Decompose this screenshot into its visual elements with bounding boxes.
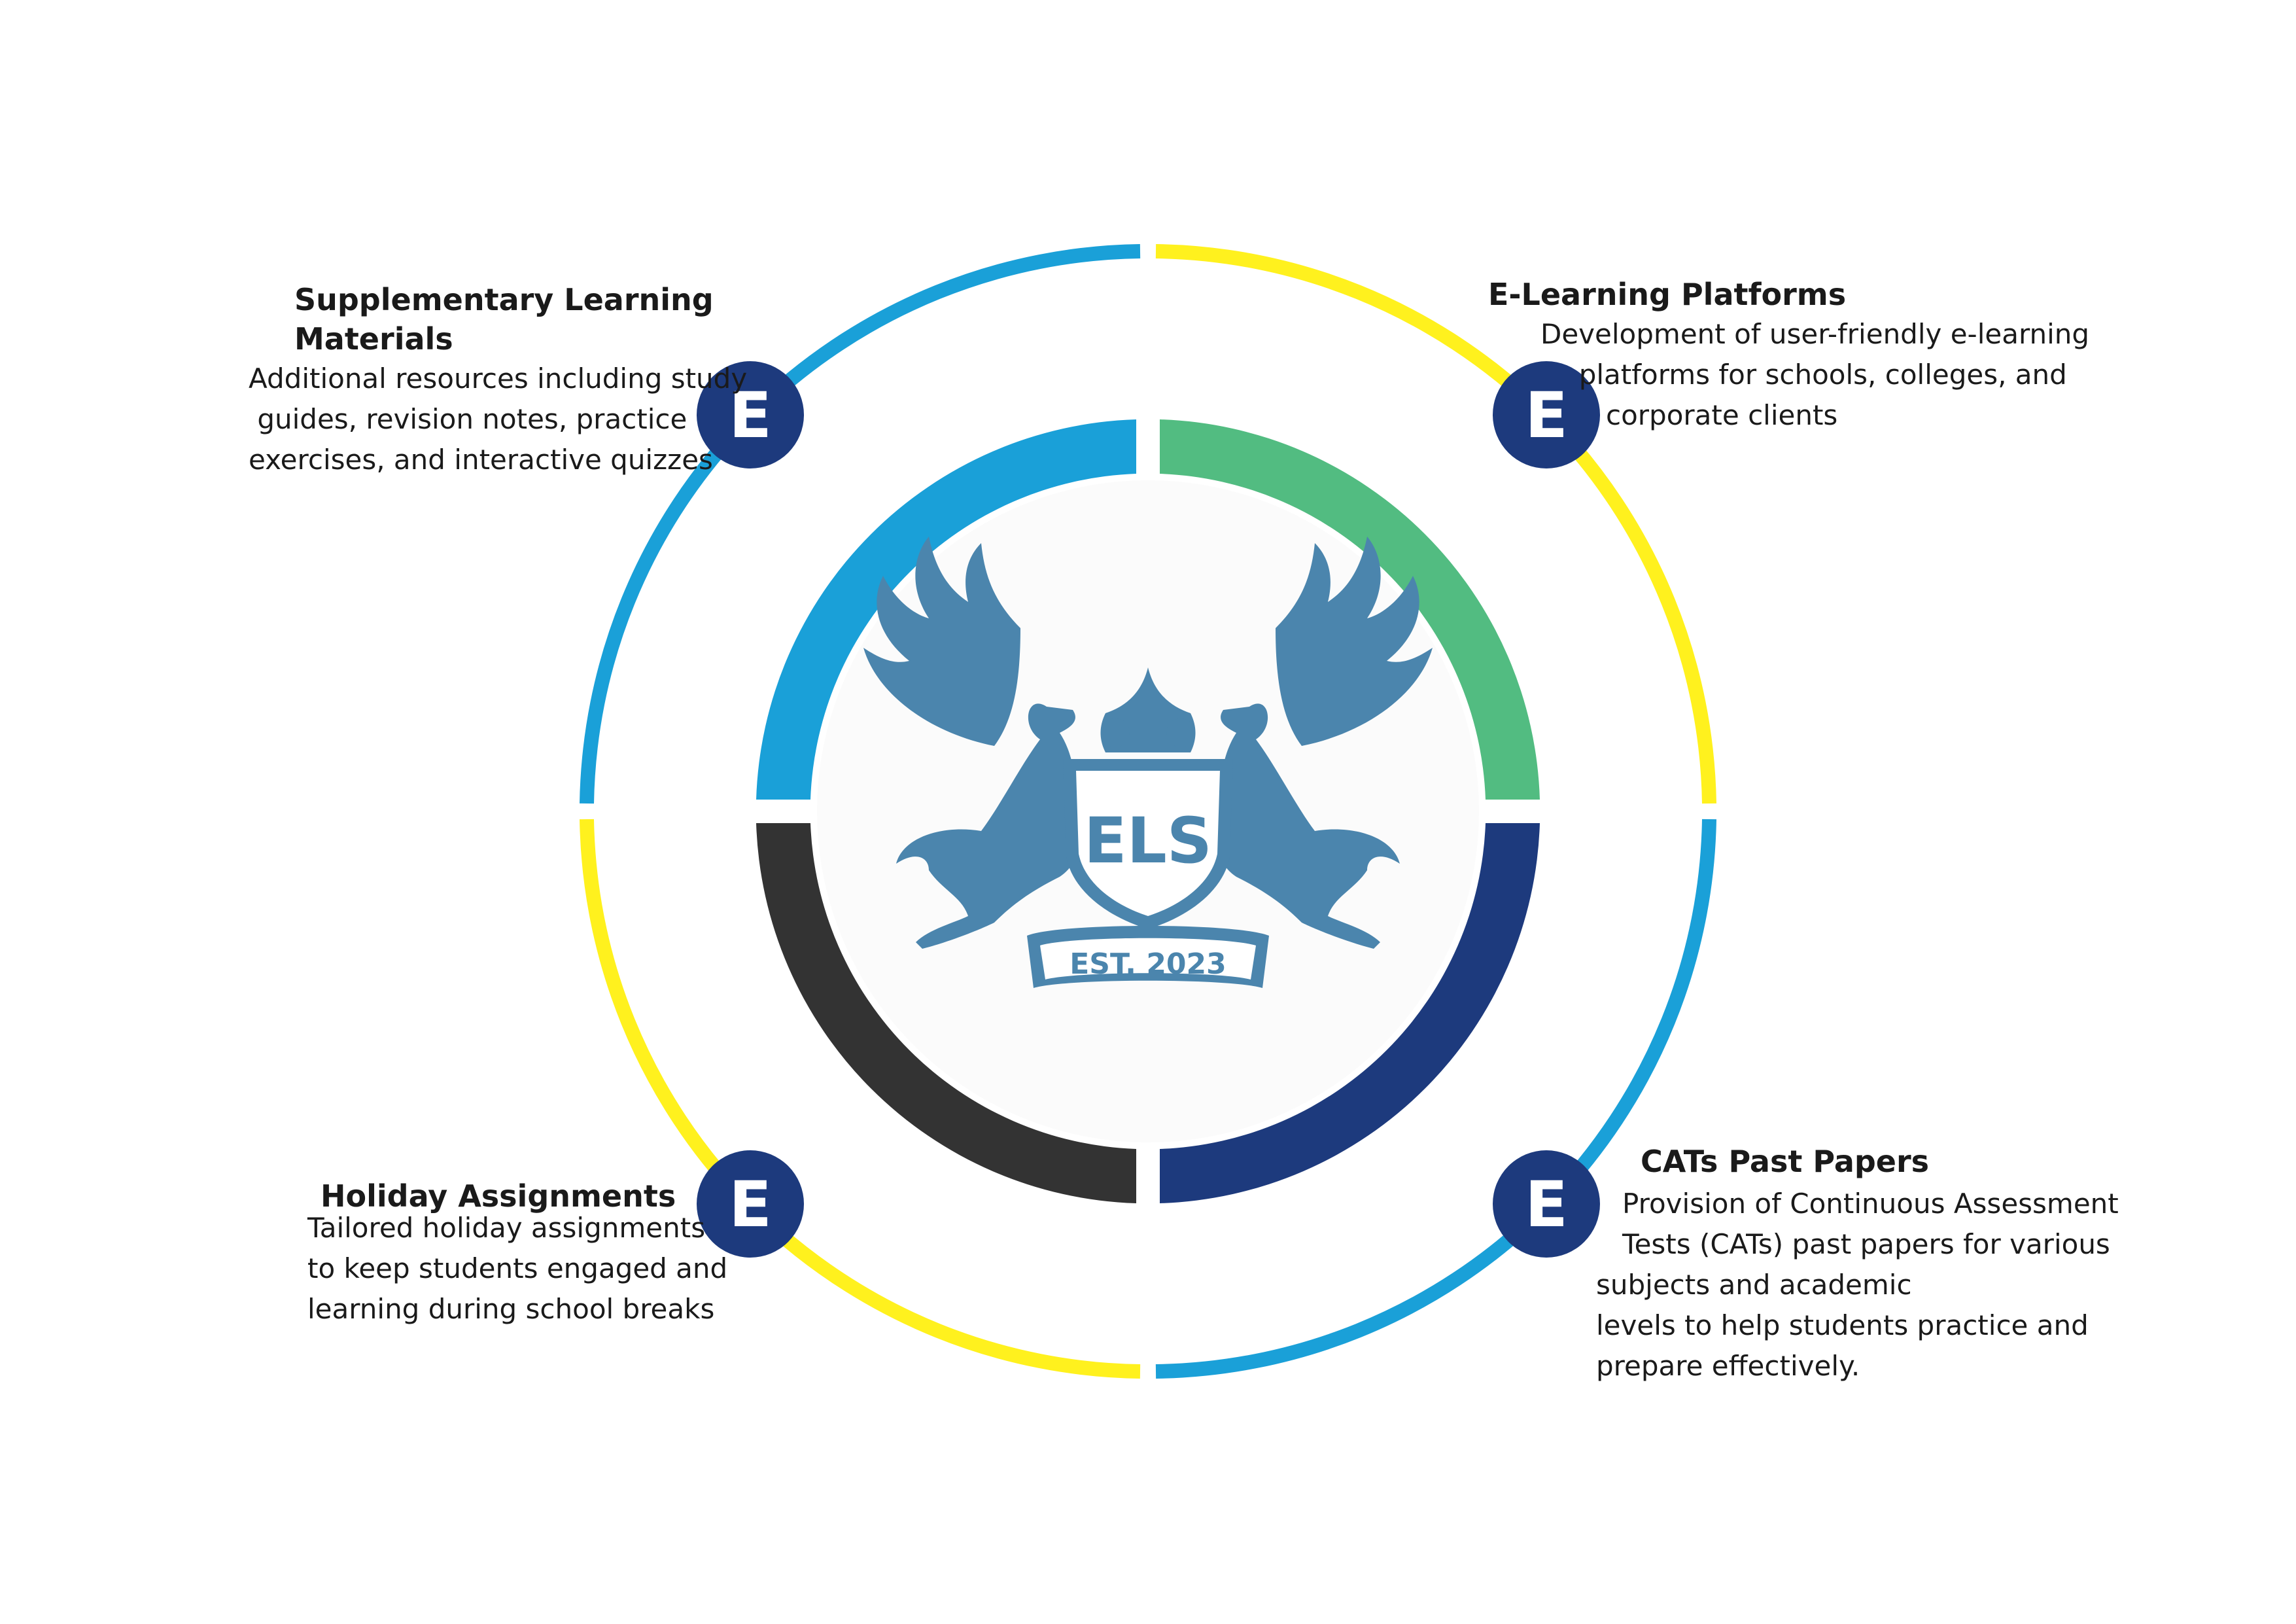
shield-inner xyxy=(1076,771,1220,916)
badge-elearning: E xyxy=(1493,361,1600,468)
section-line: Tailored holiday assignments xyxy=(307,1212,706,1244)
section-line: platforms for schools, colleges, and xyxy=(1561,359,2067,391)
section-title: Supplementary Learning Materials xyxy=(294,282,714,357)
badge-circle xyxy=(697,1150,804,1258)
section-line: guides, revision notes, practice xyxy=(249,403,687,435)
right-wing-shape xyxy=(1276,537,1433,746)
badge-cats: E xyxy=(1493,1150,1600,1258)
section-line: Additional resources including study xyxy=(249,362,748,395)
badge-circle xyxy=(1493,361,1600,468)
inner-ring-bottom-right-segment xyxy=(1160,823,1540,1203)
section-line: exercises, and interactive quizzes xyxy=(249,444,713,476)
section-line: Tests (CATs) past papers for various xyxy=(1596,1228,2110,1260)
E-letter-icon: E xyxy=(729,379,772,452)
badge-holiday: E xyxy=(697,1150,804,1258)
crest-logo: ELS EST. 2023 xyxy=(863,537,1433,988)
section-line: subjects and academic xyxy=(1596,1269,1912,1301)
crest-monogram: ELS xyxy=(1084,804,1212,877)
section-title: E-Learning Platforms xyxy=(1488,277,1847,312)
section-cats: CATs Past Papers Provision of Continuous… xyxy=(1596,1142,2250,1386)
left-wing-shape xyxy=(863,537,1020,746)
crown-right-curl xyxy=(1166,718,1195,747)
section-line: levels to help students practice and xyxy=(1596,1309,2089,1341)
banner-inner xyxy=(1040,938,1256,980)
badge-supplementary: E xyxy=(697,361,804,468)
inner-ring-bottom-left-segment xyxy=(756,823,1136,1203)
E-letter-icon: E xyxy=(729,1168,772,1241)
section-supplementary: Supplementary Learning Materials Additio… xyxy=(249,280,824,480)
section-elearning: E-Learning Platforms Development of user… xyxy=(1488,275,2142,436)
section-line: to keep students engaged and xyxy=(307,1252,728,1284)
section-line: Development of user-friendly e-learning xyxy=(1540,318,2090,350)
section-holiday: Holiday Assignments Tailored holiday ass… xyxy=(307,1176,778,1330)
section-line: prepare effectively. xyxy=(1596,1350,1860,1382)
section-title: CATs Past Papers xyxy=(1641,1144,1930,1179)
right-horse-shape xyxy=(1216,703,1400,949)
section-line: learning during school breaks xyxy=(307,1293,715,1325)
crown-left-curl xyxy=(1101,718,1130,747)
E-letter-icon: E xyxy=(1525,1168,1568,1241)
badge-circle xyxy=(697,361,804,468)
crest-established: EST. 2023 xyxy=(1070,947,1226,981)
E-letter-icon: E xyxy=(1525,379,1568,452)
section-line: corporate clients xyxy=(1606,399,1838,431)
section-line: Provision of Continuous Assessment xyxy=(1596,1188,2119,1220)
badge-circle xyxy=(1493,1150,1600,1258)
inner-ring-top-left-segment xyxy=(756,419,1136,800)
inner-ring-top-right-segment xyxy=(1160,419,1540,800)
section-title: Holiday Assignments xyxy=(321,1178,676,1214)
left-horse-shape xyxy=(896,703,1080,949)
